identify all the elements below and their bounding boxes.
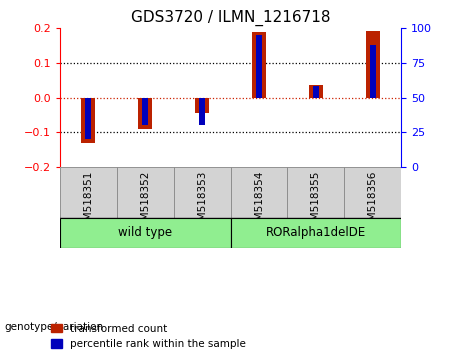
Text: RORalpha1delDE: RORalpha1delDE — [266, 227, 366, 239]
Bar — [344, 167, 401, 218]
Bar — [138, 97, 152, 129]
Text: GSM518353: GSM518353 — [197, 171, 207, 234]
Bar — [81, 97, 95, 143]
Bar — [60, 218, 230, 248]
Bar — [199, 97, 205, 125]
Text: wild type: wild type — [118, 227, 172, 239]
Bar — [287, 167, 344, 218]
Bar — [370, 45, 376, 97]
Bar — [174, 167, 230, 218]
Text: GSM518351: GSM518351 — [83, 171, 94, 234]
Bar — [230, 167, 287, 218]
Bar — [142, 97, 148, 125]
Text: GSM518355: GSM518355 — [311, 171, 321, 234]
Title: GDS3720 / ILMN_1216718: GDS3720 / ILMN_1216718 — [131, 9, 330, 25]
Bar — [313, 86, 319, 97]
Text: GSM518352: GSM518352 — [140, 171, 150, 234]
Text: genotype/variation: genotype/variation — [5, 322, 104, 332]
Bar — [256, 35, 262, 97]
Legend: transformed count, percentile rank within the sample: transformed count, percentile rank withi… — [51, 324, 246, 349]
Bar — [60, 167, 117, 218]
Text: GSM518356: GSM518356 — [367, 171, 378, 234]
Bar — [230, 218, 401, 248]
Bar — [195, 97, 209, 113]
Bar — [252, 32, 266, 97]
Bar — [117, 167, 174, 218]
Text: GSM518354: GSM518354 — [254, 171, 264, 234]
Bar — [309, 85, 323, 97]
Bar — [85, 97, 91, 139]
Bar — [366, 31, 380, 97]
